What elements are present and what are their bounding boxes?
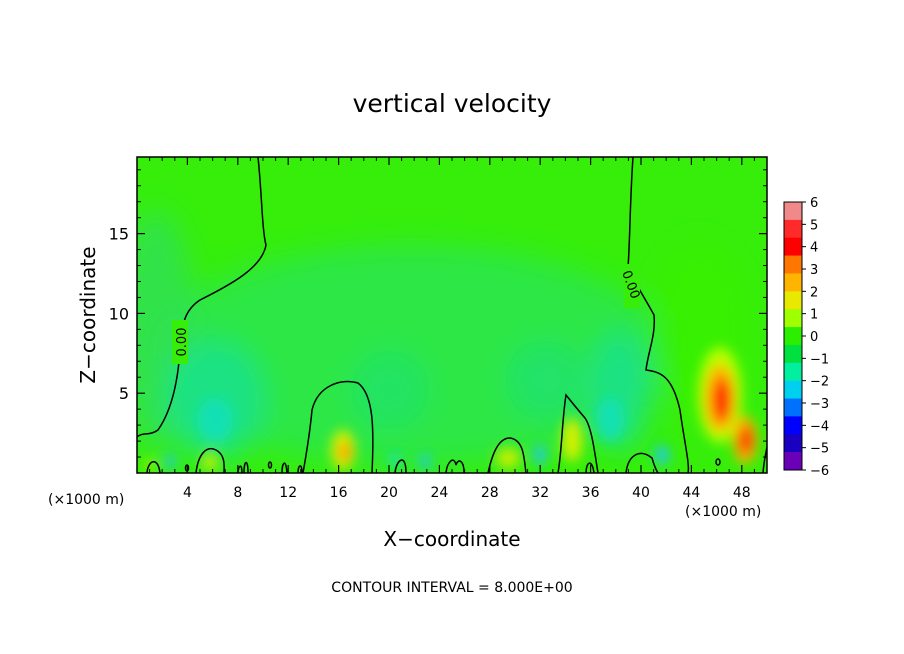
colorbar-label: 5 bbox=[810, 218, 818, 233]
colorbar-swatch bbox=[784, 309, 802, 328]
colorbar-label: 3 bbox=[810, 263, 818, 278]
y-axis: 5 10 15 bbox=[109, 169, 767, 458]
colorbar-swatch bbox=[784, 344, 802, 364]
y-tick-label: 10 bbox=[109, 304, 129, 323]
contour-labels: 0.00 0.00 bbox=[172, 264, 642, 364]
colorbar-swatch bbox=[784, 416, 802, 435]
x-axis: 4 8 12 16 20 24 28 32 36 40 44 48 bbox=[149, 157, 755, 501]
colorbar-swatch bbox=[784, 452, 802, 471]
colorbar-label: 6 bbox=[810, 196, 818, 211]
y-tick-label: 5 bbox=[119, 384, 129, 403]
colorbar-swatch bbox=[784, 398, 802, 417]
x-tick-label: 8 bbox=[233, 485, 242, 501]
colorbar-swatch bbox=[784, 273, 802, 292]
colorbar-swatch bbox=[784, 237, 802, 256]
x-unit-right: (×1000 m) bbox=[685, 504, 761, 520]
colorbar: 6 5 4 3 2 1 0 −1 −2 −3 −4 −5 −6 bbox=[783, 196, 829, 479]
colorbar-swatch bbox=[784, 362, 802, 381]
x-tick-label: 24 bbox=[430, 485, 448, 501]
x-tick-label: 12 bbox=[279, 485, 297, 501]
colorbar-swatch bbox=[784, 219, 802, 239]
colorbar-label: 1 bbox=[810, 308, 818, 323]
contour-interval-note: CONTOUR INTERVAL = 8.000E+00 bbox=[331, 580, 572, 596]
velocity-field bbox=[137, 157, 767, 473]
y-axis-label: Z−coordinate bbox=[76, 246, 100, 383]
x-unit-left: (×1000 m) bbox=[48, 492, 124, 508]
colorbar-label: −4 bbox=[810, 419, 829, 434]
colorbar-label: 2 bbox=[810, 285, 818, 300]
x-tick-label: 48 bbox=[733, 485, 751, 501]
colorbar-label: 0 bbox=[810, 330, 818, 345]
y-tick-label: 15 bbox=[109, 225, 129, 244]
contour-label-left: 0.00 bbox=[175, 328, 190, 357]
colorbar-label: −1 bbox=[810, 352, 829, 367]
colorbar-swatch bbox=[784, 202, 802, 221]
x-tick-label: 32 bbox=[531, 485, 549, 501]
colorbar-label: −2 bbox=[810, 375, 829, 390]
x-tick-label: 44 bbox=[682, 485, 700, 501]
colorbar-swatch bbox=[784, 327, 802, 346]
colorbar-swatch bbox=[784, 380, 802, 399]
colorbar-swatch bbox=[784, 291, 802, 310]
x-tick-label: 20 bbox=[380, 485, 398, 501]
x-tick-label: 16 bbox=[330, 485, 348, 501]
colorbar-label: −3 bbox=[810, 397, 829, 412]
colorbar-label: −6 bbox=[810, 464, 829, 479]
x-tick-label: 40 bbox=[632, 485, 650, 501]
x-tick-label: 28 bbox=[481, 485, 499, 501]
colorbar-label: −5 bbox=[810, 442, 829, 457]
x-tick-label: 36 bbox=[582, 485, 600, 501]
colorbar-swatch bbox=[784, 255, 802, 274]
chart-title: vertical velocity bbox=[353, 89, 552, 118]
x-axis-label: X−coordinate bbox=[383, 527, 520, 551]
colorbar-label: 4 bbox=[810, 241, 818, 256]
colorbar-swatch bbox=[784, 434, 802, 453]
x-tick-label: 4 bbox=[183, 485, 192, 501]
